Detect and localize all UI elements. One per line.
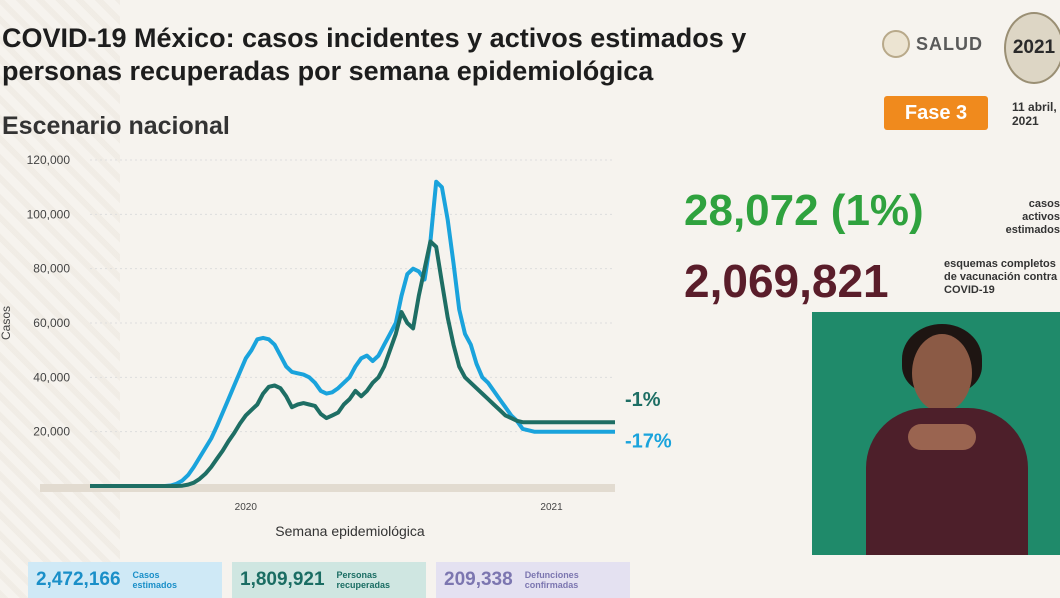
active-cases-value: 28,072 (1%)	[684, 186, 924, 235]
summary-box-recuperadas: 1,809,921 Personas recuperadas	[232, 562, 426, 598]
report-date: 11 abril, 2021	[1012, 100, 1057, 128]
summary-box-casos: 2,472,166 Casos estimados	[28, 562, 222, 598]
y-tick-label: 80,000	[33, 262, 70, 276]
salud-logo-text: SALUD	[916, 33, 983, 54]
interpreter-head	[912, 334, 972, 412]
salud-logo: SALUD	[882, 30, 983, 58]
fase-badge: Fase 3	[884, 96, 988, 130]
x-tick-label: 2020	[235, 502, 258, 513]
active-cases-label: casos activos estimados	[1005, 198, 1060, 236]
vaccination-label: esquemas completos de vacunación contra …	[944, 258, 1058, 296]
summary-value: 1,809,921	[240, 569, 325, 590]
summary-value: 209,338	[444, 569, 513, 590]
summary-box-defunciones: 209,338 Defunciones confirmadas	[436, 562, 630, 598]
vaccination-value: 2,069,821	[684, 255, 889, 307]
x-axis-label: Semana epidemiológica	[275, 523, 425, 539]
page-title: COVID-19 México: casos incidentes y acti…	[2, 23, 747, 86]
chart-plot-area: 20,000 40,000 60,000 80,000 100,000 120,000 Ca…	[0, 153, 672, 539]
y-axis-label: Casos	[0, 306, 13, 340]
epidemic-chart: 20,000 40,000 60,000 80,000 100,000 120,000 Ca…	[0, 153, 672, 539]
y-tick-label: 120,000	[27, 153, 71, 167]
page-subtitle: Escenario nacional	[2, 112, 230, 140]
year-2021-logo: 2021	[1004, 12, 1060, 84]
summary-label: Casos estimados	[132, 570, 178, 590]
background-pattern	[0, 0, 120, 598]
summary-value: 2,472,166	[36, 569, 121, 590]
y-tick-label: 20,000	[33, 425, 70, 439]
y-tick-label: 100,000	[27, 207, 71, 221]
series-line	[90, 179, 615, 488]
series-end-label: -17%	[625, 431, 672, 453]
sign-language-interpreter-video	[812, 312, 1060, 555]
summary-label: Personas recuperadas	[336, 570, 391, 590]
logo-year: 2021	[1012, 37, 1056, 58]
series-end-label: -1%	[625, 389, 661, 411]
y-tick-label: 60,000	[33, 316, 70, 330]
salud-seal-icon	[882, 30, 910, 58]
summary-label: Defunciones confirmadas	[524, 570, 579, 590]
x-axis-band	[40, 484, 615, 492]
y-tick-label: 40,000	[33, 370, 70, 384]
series-line	[90, 239, 615, 488]
interpreter-hands	[908, 424, 976, 450]
x-tick-label: 2021	[540, 502, 563, 513]
